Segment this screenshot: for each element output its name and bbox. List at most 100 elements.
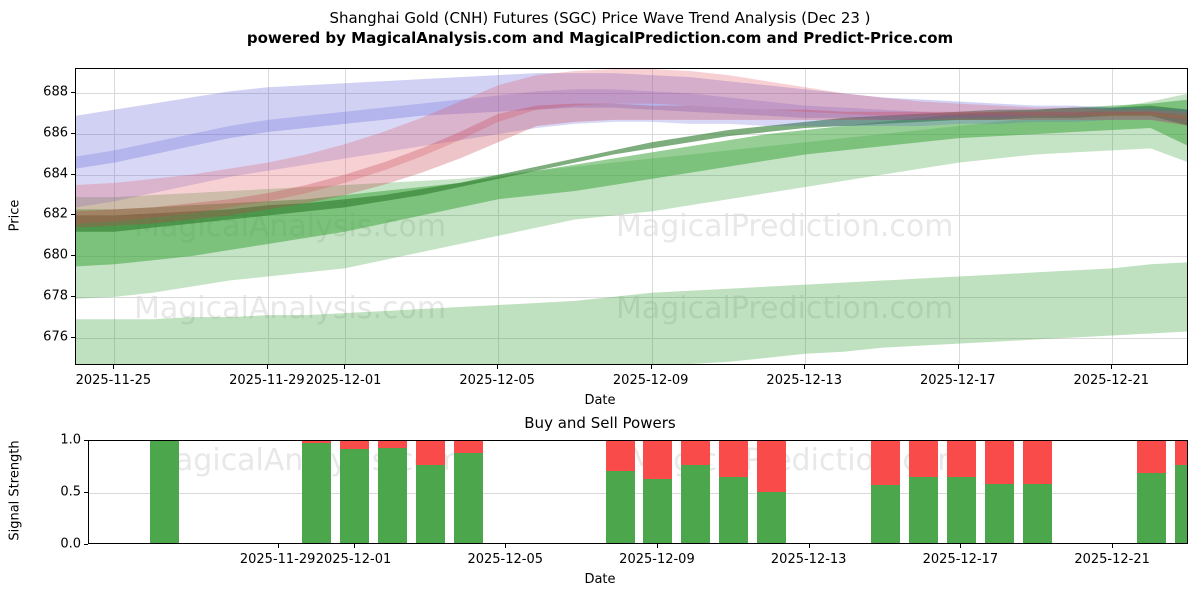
price-ytick-label: 680 — [43, 247, 68, 263]
price-xtick-mark — [957, 365, 959, 369]
price-band-red-band-core — [76, 103, 1187, 228]
signal-bar-sell-segment — [1136, 441, 1166, 474]
signal-bar-buy-segment — [719, 477, 749, 543]
signal-bar[interactable] — [643, 441, 673, 543]
price-xtick-mark — [266, 365, 268, 369]
signal-bar[interactable] — [340, 441, 370, 543]
signal-bar-sell-segment — [453, 441, 483, 453]
signal-xtick-mark — [277, 544, 279, 548]
signal-ytick-label: 0.5 — [60, 484, 81, 500]
signal-xtick-label: 2025-12-17 — [922, 552, 999, 567]
signal-bar-sell-segment — [605, 441, 635, 472]
signal-bar[interactable] — [1136, 441, 1166, 543]
price-ytick-mark — [71, 173, 75, 175]
price-xtick-mark — [343, 365, 345, 369]
signal-bar-buy-segment — [1136, 473, 1166, 543]
signal-bar-sell-segment — [1022, 441, 1052, 484]
signal-ytick-label: 0.0 — [60, 536, 81, 552]
price-xtick-mark — [113, 365, 115, 369]
price-band-layer — [76, 69, 1187, 364]
price-gridline-vertical — [498, 69, 500, 364]
signal-xtick-mark — [353, 544, 355, 548]
price-wave-chart-panel: MagicalAnalysis.comMagicalPrediction.com… — [8, 68, 1188, 408]
page-title: Shanghai Gold (CNH) Futures (SGC) Price … — [0, 8, 1200, 48]
signal-xtick-mark — [808, 544, 810, 548]
price-xtick-mark — [1111, 365, 1113, 369]
price-ytick-mark — [71, 255, 75, 257]
signal-bar-sell-segment — [871, 441, 901, 485]
price-band-lower-green-wide — [76, 262, 1187, 364]
price-ytick-label: 686 — [43, 125, 68, 141]
price-gridline-horizontal — [76, 296, 1187, 298]
signal-bar-buy-segment — [377, 448, 407, 543]
signal-bar[interactable] — [1174, 441, 1187, 543]
price-ytick-label: 682 — [43, 206, 68, 222]
signal-bar[interactable] — [150, 441, 180, 543]
signal-bar[interactable] — [871, 441, 901, 543]
price-plot-area: MagicalAnalysis.comMagicalPrediction.com… — [75, 68, 1188, 365]
signal-bar[interactable] — [415, 441, 445, 543]
signal-bar[interactable] — [908, 441, 938, 543]
signal-bar-buy-segment — [415, 465, 445, 543]
price-ytick-mark — [71, 214, 75, 216]
signal-bar-buy-segment — [150, 441, 180, 543]
price-xaxis-title: Date — [584, 393, 616, 408]
signal-bar-sell-segment — [643, 441, 673, 479]
signal-bar-buy-segment — [340, 449, 370, 543]
signal-bar-sell-segment — [377, 441, 407, 449]
chart-title: Shanghai Gold (CNH) Futures (SGC) Price … — [329, 9, 871, 27]
signal-bar-buy-segment — [681, 465, 711, 543]
signal-bar[interactable] — [719, 441, 749, 543]
signal-bar[interactable] — [757, 441, 787, 543]
signal-bar[interactable] — [377, 441, 407, 543]
price-band-mid-green-pale — [76, 93, 1187, 299]
signal-bar[interactable] — [681, 441, 711, 543]
signal-xtick-mark — [656, 544, 658, 548]
price-gridline-horizontal — [76, 215, 1187, 217]
price-xtick-mark — [804, 365, 806, 369]
price-xtick-label: 2025-12-13 — [766, 373, 842, 388]
price-xtick-label: 2025-11-29 — [229, 373, 305, 388]
signal-bar-sell-segment — [757, 441, 787, 493]
signal-xtick-label: 2025-12-01 — [315, 552, 392, 567]
signal-bar-buy-segment — [908, 477, 938, 543]
price-xtick-mark — [497, 365, 499, 369]
signal-xtick-mark — [960, 544, 962, 548]
price-ytick-label: 678 — [43, 288, 68, 304]
price-ytick-label: 684 — [43, 166, 68, 182]
signal-xtick-label: 2025-12-05 — [467, 552, 544, 567]
signal-bar-sell-segment — [984, 441, 1014, 484]
price-xtick-label: 2025-12-09 — [612, 373, 689, 388]
price-xtick-label: 2025-12-21 — [1073, 373, 1150, 388]
signal-bar-buy-segment — [643, 478, 673, 543]
price-gridline-vertical — [958, 69, 960, 364]
price-ytick-mark — [71, 92, 75, 94]
signal-bar[interactable] — [984, 441, 1014, 543]
signal-bar[interactable] — [1022, 441, 1052, 543]
price-xtick-mark — [650, 365, 652, 369]
price-ytick-mark — [71, 336, 75, 338]
price-band-core-dark-green — [76, 105, 1187, 232]
price-band-mid-green-solid — [76, 99, 1187, 267]
chart-subtitle: powered by MagicalAnalysis.com and Magic… — [246, 29, 954, 47]
buy-sell-title: Buy and Sell Powers — [524, 414, 676, 432]
price-xtick-label: 2025-11-25 — [75, 373, 152, 388]
price-gridline-horizontal — [76, 93, 1187, 95]
signal-xaxis-title: Date — [584, 572, 616, 587]
signal-xtick-label: 2025-12-09 — [619, 552, 695, 567]
signal-bar-buy-segment — [757, 492, 787, 543]
price-gridline-vertical — [805, 69, 807, 364]
signal-bar[interactable] — [605, 441, 635, 543]
signal-bar[interactable] — [946, 441, 976, 543]
signal-ytick-mark — [84, 544, 88, 545]
signal-bar[interactable] — [302, 441, 332, 543]
signal-bar-sell-segment — [340, 441, 370, 450]
signal-bar[interactable] — [453, 441, 483, 543]
price-xtick-label: 2025-12-01 — [305, 373, 382, 388]
signal-bar-buy-segment — [453, 452, 483, 543]
signal-ytick-label: 1.0 — [60, 432, 81, 448]
price-ytick-mark — [71, 295, 75, 297]
price-ytick-label: 688 — [43, 84, 68, 100]
